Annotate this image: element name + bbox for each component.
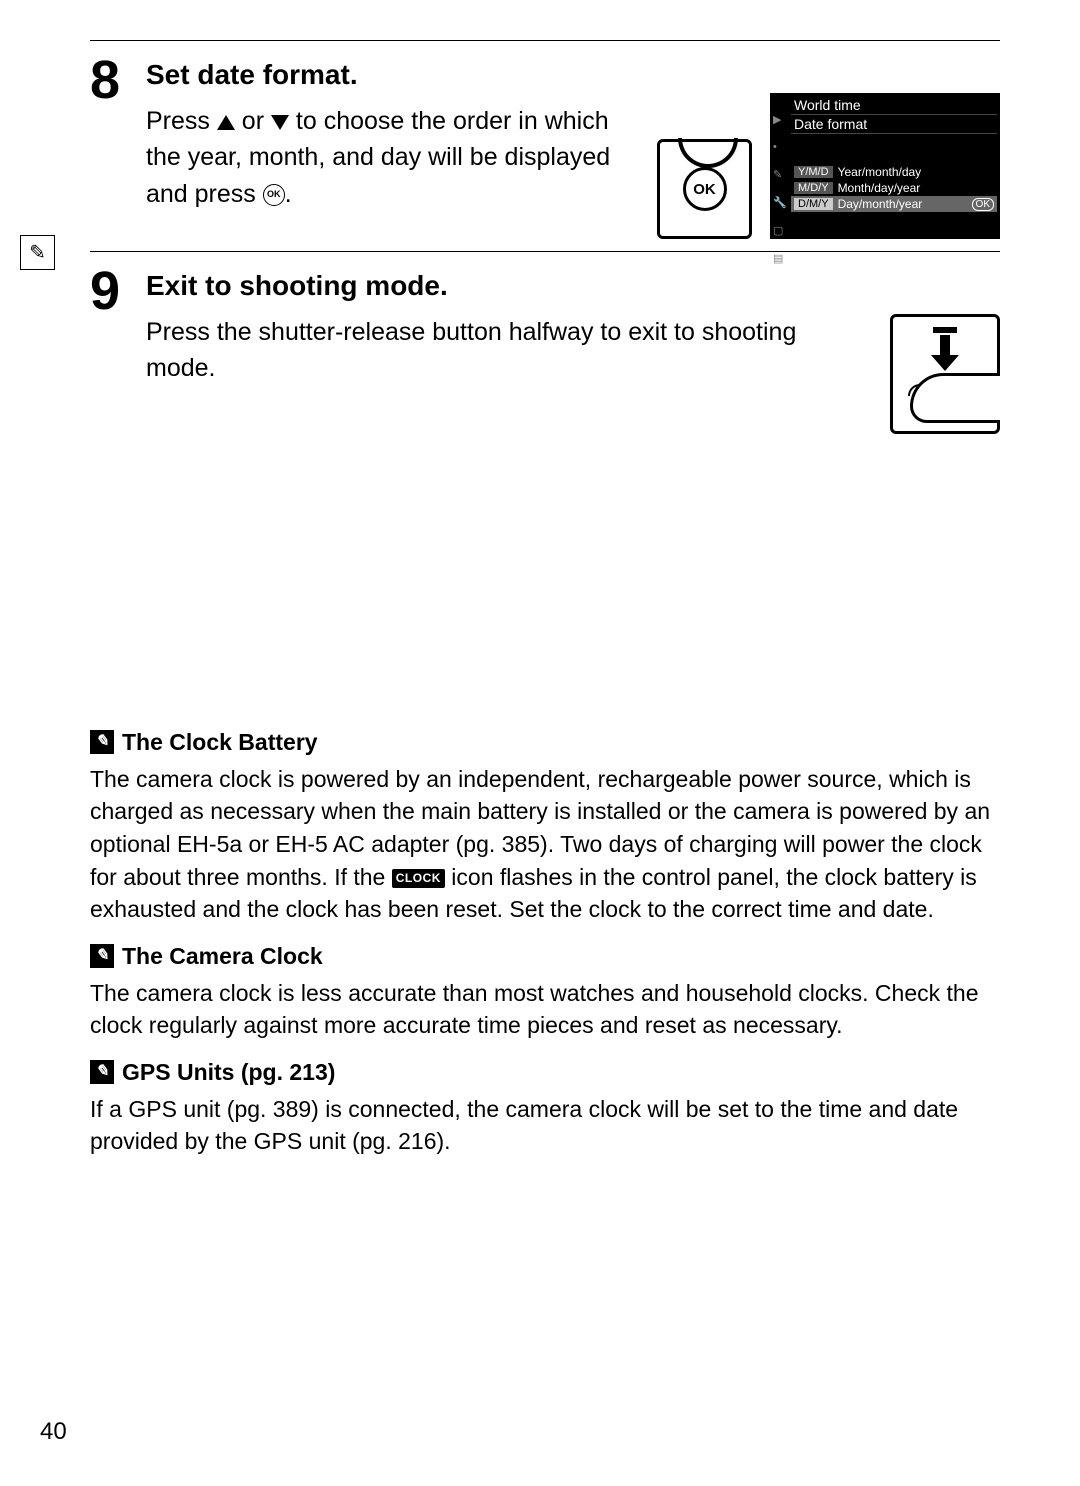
step-8-row: Press or to choose the order in which th… bbox=[146, 103, 1000, 239]
note-gps-text: If a GPS unit (pg. 389) is connected, th… bbox=[90, 1093, 1000, 1158]
t2: or bbox=[235, 107, 271, 135]
step-8: 8 Set date format. Press or to choose th… bbox=[90, 41, 1000, 251]
step-9-row: Press the shutter-release button halfway… bbox=[146, 314, 1000, 434]
menu-row-date-format: Date format bbox=[791, 115, 997, 134]
play-icon: ▶ bbox=[773, 113, 787, 126]
note2-title: The Camera Clock bbox=[122, 940, 323, 973]
row2-label: Date format bbox=[794, 116, 867, 132]
card-icon: ▢ bbox=[773, 224, 787, 237]
ok-inline-icon: OK bbox=[263, 184, 285, 206]
pencil-note-icon: ✎ bbox=[90, 730, 114, 754]
opt3-label: Day/month/year bbox=[838, 197, 923, 211]
step-8-body: Set date format. Press or to choose the … bbox=[146, 53, 1000, 239]
page-content: 8 Set date format. Press or to choose th… bbox=[90, 40, 1000, 1158]
up-triangle-icon bbox=[217, 115, 235, 130]
clock-badge-icon: CLOCK bbox=[392, 869, 445, 888]
note3-title: GPS Units (pg. 213) bbox=[122, 1056, 335, 1089]
wrench-icon: 🔧 bbox=[773, 196, 787, 209]
step-9-heading: Exit to shooting mode. bbox=[146, 270, 1000, 302]
step-9-body: Exit to shooting mode. Press the shutter… bbox=[146, 264, 1000, 434]
note-clock-battery-text: The camera clock is powered by an indepe… bbox=[90, 763, 1000, 926]
menu-spacer bbox=[791, 212, 997, 230]
ok-circle-icon: OK bbox=[683, 167, 727, 211]
notes-section: ✎ The Clock Battery The camera clock is … bbox=[90, 726, 1000, 1158]
note1-title: The Clock Battery bbox=[122, 726, 318, 759]
step-9-number: 9 bbox=[90, 264, 130, 318]
menu-side-icons: ▶ • ✎ 🔧 ▢ ▤ bbox=[773, 113, 787, 265]
row1-label: World time bbox=[794, 97, 861, 113]
option-dmy-selected: D/M/Y Day/month/year OK bbox=[791, 196, 997, 212]
down-arrow-icon bbox=[931, 327, 959, 371]
down-triangle-icon bbox=[271, 115, 289, 130]
side-tab-icon: ✎ bbox=[20, 235, 55, 270]
opt2-prefix: M/D/Y bbox=[794, 182, 833, 194]
pencil-note-icon: ✎ bbox=[90, 944, 114, 968]
option-mdy: M/D/Y Month/day/year bbox=[791, 180, 997, 196]
page-number: 40 bbox=[40, 1418, 67, 1446]
note-clock-battery-heading: ✎ The Clock Battery bbox=[90, 726, 1000, 759]
pencil-note-icon: ✎ bbox=[90, 1060, 114, 1084]
dot-icon: • bbox=[773, 141, 787, 153]
finger-icon bbox=[910, 373, 1000, 423]
opt2-label: Month/day/year bbox=[838, 181, 921, 195]
note-camera-clock-heading: ✎ The Camera Clock bbox=[90, 940, 1000, 973]
step-9: 9 Exit to shooting mode. Press the shutt… bbox=[90, 252, 1000, 446]
note-camera-clock-text: The camera clock is less accurate than m… bbox=[90, 977, 1000, 1042]
opt3-prefix: D/M/Y bbox=[794, 198, 833, 210]
step-8-text: Press or to choose the order in which th… bbox=[146, 103, 639, 239]
menu-body: World time Date format Y/M/D Year/month/… bbox=[791, 96, 997, 230]
menu-row-world-time: World time bbox=[791, 96, 997, 115]
ok-button-diagram: OK bbox=[657, 139, 752, 239]
t4: . bbox=[285, 180, 292, 208]
opt1-prefix: Y/M/D bbox=[794, 166, 833, 178]
folder-icon: ▤ bbox=[773, 252, 787, 265]
option-ymd: Y/M/D Year/month/day bbox=[791, 164, 997, 180]
dial-arc bbox=[678, 138, 738, 168]
note-gps-heading: ✎ GPS Units (pg. 213) bbox=[90, 1056, 1000, 1089]
shutter-diagram bbox=[890, 314, 1000, 434]
menu-options: Y/M/D Year/month/day M/D/Y Month/day/yea… bbox=[791, 164, 997, 212]
opt1-label: Year/month/day bbox=[838, 165, 922, 179]
pencil-icon: ✎ bbox=[773, 168, 787, 181]
step-9-text: Press the shutter-release button halfway… bbox=[146, 314, 872, 434]
step-8-heading: Set date format. bbox=[146, 59, 1000, 91]
t1: Press bbox=[146, 107, 217, 135]
tab-glyph: ✎ bbox=[29, 240, 46, 265]
camera-menu-screen: ▶ • ✎ 🔧 ▢ ▤ World time Date format bbox=[770, 93, 1000, 239]
step-8-number: 8 bbox=[90, 53, 130, 107]
ok-badge-icon: OK bbox=[972, 198, 994, 211]
